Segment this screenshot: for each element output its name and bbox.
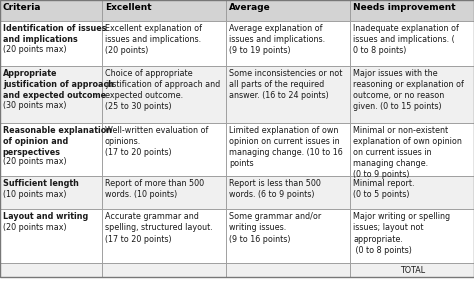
Bar xyxy=(0,209,102,263)
Bar xyxy=(226,209,350,263)
Bar xyxy=(350,21,474,66)
Text: Reasonable explanation
of opinion and
perspectives: Reasonable explanation of opinion and pe… xyxy=(3,126,112,157)
Bar xyxy=(350,123,474,176)
Text: (20 points max): (20 points max) xyxy=(3,223,66,232)
Bar xyxy=(226,176,350,209)
Text: Sufficient length: Sufficient length xyxy=(3,179,79,188)
Text: Average: Average xyxy=(229,3,271,12)
Bar xyxy=(0,21,102,66)
Bar xyxy=(0,263,102,277)
Text: Identification of issues
and implications: Identification of issues and implication… xyxy=(3,24,106,44)
Text: Choice of appropriate
justification of approach and
expected outcome.
(25 to 30 : Choice of appropriate justification of a… xyxy=(105,69,220,111)
Bar xyxy=(226,263,350,277)
Text: Inadequate explanation of
issues and implications. (
0 to 8 points): Inadequate explanation of issues and imp… xyxy=(353,24,459,55)
Bar xyxy=(350,0,474,21)
Text: Some inconsistencies or not
all parts of the required
answer. (16 to 24 points): Some inconsistencies or not all parts of… xyxy=(229,69,342,100)
Bar xyxy=(226,66,350,123)
Bar xyxy=(102,176,226,209)
Text: Major issues with the
reasoning or explanation of
outcome, or no reason
given. (: Major issues with the reasoning or expla… xyxy=(353,69,464,111)
Text: Excellent: Excellent xyxy=(105,3,151,12)
Bar xyxy=(350,66,474,123)
Text: (20 points max): (20 points max) xyxy=(3,45,66,54)
Bar xyxy=(102,209,226,263)
Text: Minimal or non-existent
explanation of own opinion
on current issues in
managing: Minimal or non-existent explanation of o… xyxy=(353,126,462,179)
Text: Accurate grammar and
spelling, structured layout.
(17 to 20 points): Accurate grammar and spelling, structure… xyxy=(105,212,212,244)
Text: Some grammar and/or
writing issues.
(9 to 16 points): Some grammar and/or writing issues. (9 t… xyxy=(229,212,321,244)
Bar xyxy=(102,0,226,21)
Text: Appropriate
justification of approach
and expected outcome: Appropriate justification of approach an… xyxy=(3,69,114,100)
Text: Report is less than 500
words. (6 to 9 points): Report is less than 500 words. (6 to 9 p… xyxy=(229,179,321,200)
Text: (20 points max): (20 points max) xyxy=(3,157,66,166)
Text: Needs improvement: Needs improvement xyxy=(353,3,456,12)
Bar xyxy=(226,0,350,21)
Bar xyxy=(350,263,474,277)
Bar xyxy=(102,123,226,176)
Text: (10 points max): (10 points max) xyxy=(3,190,66,199)
Bar xyxy=(0,123,102,176)
Bar xyxy=(226,123,350,176)
Text: TOTAL: TOTAL xyxy=(400,266,425,275)
Text: Criteria: Criteria xyxy=(3,3,41,12)
Bar xyxy=(350,176,474,209)
Text: Report of more than 500
words. (10 points): Report of more than 500 words. (10 point… xyxy=(105,179,204,200)
Text: Layout and writing: Layout and writing xyxy=(3,212,88,221)
Text: Well-written evaluation of
opinions.
(17 to 20 points): Well-written evaluation of opinions. (17… xyxy=(105,126,208,157)
Text: Major writing or spelling
issues; layout not
appropriate.
 (0 to 8 points): Major writing or spelling issues; layout… xyxy=(353,212,450,255)
Text: Limited explanation of own
opinion on current issues in
managing change. (10 to : Limited explanation of own opinion on cu… xyxy=(229,126,343,168)
Bar xyxy=(350,209,474,263)
Bar xyxy=(102,263,226,277)
Text: Excellent explanation of
issues and implications.
(20 points): Excellent explanation of issues and impl… xyxy=(105,24,202,55)
Text: Average explanation of
issues and implications.
(9 to 19 points): Average explanation of issues and implic… xyxy=(229,24,325,55)
Bar xyxy=(0,66,102,123)
Text: (30 points max): (30 points max) xyxy=(3,101,66,110)
Bar xyxy=(102,66,226,123)
Text: Minimal report.
(0 to 5 points): Minimal report. (0 to 5 points) xyxy=(353,179,415,200)
Bar xyxy=(0,176,102,209)
Bar xyxy=(102,21,226,66)
Bar xyxy=(0,0,102,21)
Bar xyxy=(226,21,350,66)
